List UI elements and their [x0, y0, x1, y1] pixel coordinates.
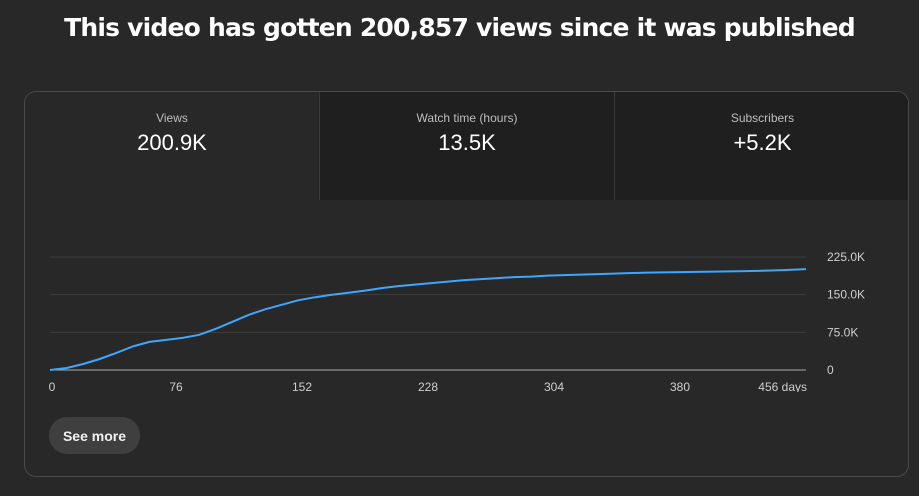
tab-subscribers[interactable]: Subscribers +5.2K: [615, 92, 908, 200]
x-tick-label: 0: [49, 380, 56, 392]
tab-subscribers-label: Subscribers: [730, 111, 795, 125]
y-tick-label: 225.0K: [827, 250, 865, 264]
x-tick-label: 152: [292, 380, 312, 392]
tab-views-value: 200.9K: [137, 130, 207, 155]
tab-subscribers-value: +5.2K: [733, 130, 792, 155]
tab-views[interactable]: Views 200.9K: [25, 92, 320, 200]
analytics-card: Views 200.9K Watch time (hours) 13.5K Su…: [24, 91, 909, 477]
y-tick-label: 150.0K: [827, 288, 865, 302]
see-more-button[interactable]: See more: [49, 417, 140, 454]
tab-views-label: Views: [156, 111, 188, 125]
x-tick-label: 76: [169, 380, 183, 392]
tab-watch-time-value: 13.5K: [438, 130, 496, 155]
tab-watch-time-label: Watch time (hours): [416, 111, 518, 125]
y-tick-label: 0: [827, 363, 834, 377]
x-tick-label: 228: [418, 380, 438, 392]
views-chart-svg: 0 75.0K 150.0K 225.0K 0 76 152 228 304 380 456 day…: [49, 250, 865, 394]
page-headline: This video has gotten 200,857 views sinc…: [64, 13, 856, 42]
views-series-line: [49, 268, 807, 371]
views-chart: 0 75.0K 150.0K 225.0K 0 76 152 228 304 380 456 day…: [25, 202, 908, 394]
x-tick-label: 456 days: [758, 380, 807, 392]
x-tick-label: 380: [670, 380, 690, 392]
x-tick-label: 304: [544, 380, 564, 392]
metric-tabs: Views 200.9K Watch time (hours) 13.5K Su…: [25, 92, 908, 201]
tab-watch-time[interactable]: Watch time (hours) 13.5K: [320, 92, 615, 200]
y-tick-label: 75.0K: [827, 325, 858, 339]
